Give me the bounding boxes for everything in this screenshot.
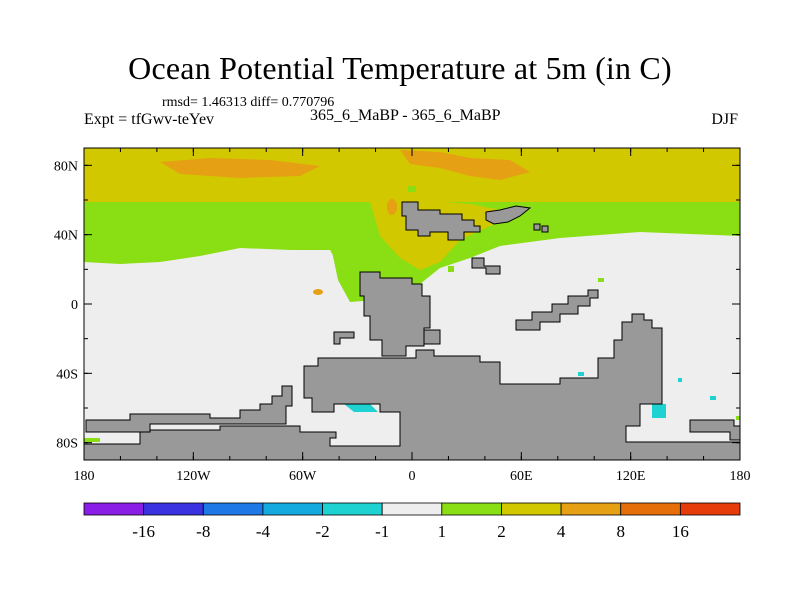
y-tick-label: 80N (54, 159, 78, 174)
orange-spot-a (387, 199, 397, 215)
y-tick-label: 80S (56, 437, 78, 452)
southern-green-spot-c (598, 278, 604, 282)
colorbar-swatch (202, 502, 264, 516)
land-diagonal-ridge (515, 289, 599, 331)
southern-cyan-patch-e (578, 372, 584, 376)
y-tick-label: 40N (54, 229, 78, 244)
colorbar-swatch (381, 502, 443, 516)
land-asia (485, 205, 532, 225)
orange-spot-c (313, 289, 323, 295)
land-island-d (423, 329, 441, 345)
x-tick-label: 120W (176, 469, 211, 484)
land-island-c (333, 331, 355, 345)
land-western-arm (85, 385, 293, 433)
southern-green-spot-d (448, 266, 454, 272)
case-label: 365_6_MaBP - 365_6_MaBP (310, 107, 501, 124)
land-europe (401, 201, 481, 241)
x-tick-label: 180 (730, 469, 751, 484)
colorbar-label: 8 (616, 522, 625, 541)
colorbar-label: 4 (557, 522, 566, 541)
southern-green-spot-b (736, 416, 740, 420)
x-tick-label: 60W (289, 469, 317, 484)
southern-green-spot-a (84, 438, 100, 442)
southern-cyan-patch-b (344, 404, 378, 412)
chart-title: Ocean Potential Temperature at 5m (in C) (128, 50, 672, 86)
colorbar-swatch (143, 502, 204, 516)
colorbar-swatch (83, 502, 145, 516)
colorbar-label: -4 (256, 522, 271, 541)
southern-cyan-patch-c (652, 404, 666, 418)
colorbar: -16 -8 -4 -2 -1 1 2 4 8 16 (83, 502, 741, 541)
colorbar-label: 16 (672, 522, 689, 541)
y-tick-label: 0 (71, 298, 78, 313)
land-island-a (533, 223, 541, 231)
southern-cyan-patch-f (710, 396, 716, 400)
colorbar-swatch (441, 502, 502, 516)
colorbar-swatch (262, 502, 323, 516)
x-tick-label: 0 (409, 469, 416, 484)
colorbar-label: -1 (375, 522, 389, 541)
colorbar-swatch (560, 502, 622, 516)
colorbar-swatch (501, 502, 562, 516)
land-island-e (541, 225, 549, 233)
colorbar-label: -2 (315, 522, 329, 541)
land-southern-continent (83, 313, 741, 461)
southern-green-spot-e (408, 186, 416, 192)
land-masks (83, 201, 741, 461)
land-island-b (471, 257, 501, 275)
colorbar-swatch (679, 502, 741, 516)
colorbar-label: 1 (438, 522, 447, 541)
x-tick-label: 180 (74, 469, 95, 484)
colorbar-label: -8 (196, 522, 210, 541)
stats-text: rmsd= 1.46313 diff= 0.770796 (162, 95, 335, 110)
x-tick-label: 60E (510, 469, 533, 484)
y-tick-label: 40S (56, 367, 78, 382)
colorbar-swatch (322, 502, 383, 516)
land-south-america (359, 271, 431, 357)
arctic-orange-patch-west (160, 158, 320, 178)
arctic-orange-patch-central (400, 150, 530, 180)
axis-ticks: 180 120W 60W 0 60E 120E 180 80N 40N 0 40S 80S (54, 148, 751, 484)
colorbar-label: -16 (132, 522, 155, 541)
x-tick-label: 120E (616, 469, 646, 484)
southern-cyan-patch-d (678, 378, 682, 382)
colorbar-swatch (620, 502, 681, 516)
experiment-label: Expt = tfGwv-teYev (84, 111, 215, 128)
season-label: DJF (711, 111, 738, 128)
colorbar-label: 2 (497, 522, 506, 541)
